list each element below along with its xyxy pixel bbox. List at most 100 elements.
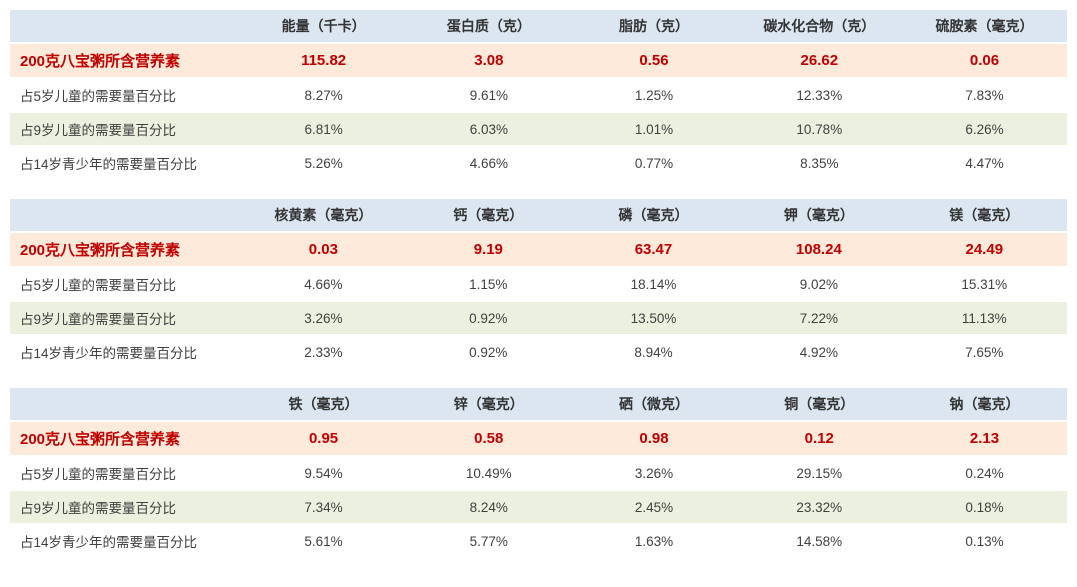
column-header: 核黄素（毫克） (241, 199, 406, 232)
column-header: 镁（毫克） (902, 199, 1067, 232)
cell-value: 8.27% (241, 78, 406, 112)
row-label: 占9岁儿童的需要量百分比 (10, 112, 241, 146)
cell-value: 3.08 (406, 43, 571, 78)
percent-row-14yr: 占14岁青少年的需要量百分比 5.26% 4.66% 0.77% 8.35% 4… (10, 146, 1067, 180)
main-value-row: 200克八宝粥所含营养素 0.95 0.58 0.98 0.12 2.13 (10, 421, 1067, 456)
percent-row-14yr: 占14岁青少年的需要量百分比 5.61% 5.77% 1.63% 14.58% … (10, 524, 1067, 558)
main-value-row: 200克八宝粥所含营养素 115.82 3.08 0.56 26.62 0.06 (10, 43, 1067, 78)
header-blank (10, 10, 241, 43)
cell-value: 15.31% (902, 267, 1067, 301)
column-header: 碳水化合物（克） (737, 10, 902, 43)
cell-value: 0.92% (406, 301, 571, 335)
column-header: 铁（毫克） (241, 388, 406, 421)
row-label: 占5岁儿童的需要量百分比 (10, 267, 241, 301)
row-label: 占9岁儿童的需要量百分比 (10, 301, 241, 335)
row-label: 占5岁儿童的需要量百分比 (10, 456, 241, 490)
cell-value: 6.26% (902, 112, 1067, 146)
cell-value: 63.47 (571, 232, 736, 267)
cell-value: 0.56 (571, 43, 736, 78)
nutrition-table-2: 核黄素（毫克） 钙（毫克） 磷（毫克） 钾（毫克） 镁（毫克） 200克八宝粥所… (10, 199, 1067, 370)
cell-value: 1.15% (406, 267, 571, 301)
column-header: 钙（毫克） (406, 199, 571, 232)
cell-value: 1.63% (572, 524, 737, 558)
cell-value: 2.13 (902, 421, 1067, 456)
cell-value: 3.26% (572, 456, 737, 490)
cell-value: 0.92% (406, 335, 571, 369)
nutrition-table-1: 能量（千卡） 蛋白质（克） 脂肪（克） 碳水化合物（克） 硫胺素（毫克） 200… (10, 10, 1067, 181)
cell-value: 6.03% (406, 112, 571, 146)
percent-row-14yr: 占14岁青少年的需要量百分比 2.33% 0.92% 8.94% 4.92% 7… (10, 335, 1067, 369)
cell-value: 2.33% (241, 335, 406, 369)
column-header: 能量（千卡） (241, 10, 406, 43)
row-label: 占14岁青少年的需要量百分比 (10, 146, 241, 180)
cell-value: 5.26% (241, 146, 406, 180)
cell-value: 5.61% (241, 524, 406, 558)
cell-value: 8.24% (406, 490, 571, 524)
nutrition-table-3: 铁（毫克） 锌（毫克） 硒（微克） 铜（毫克） 钠（毫克） 200克八宝粥所含营… (10, 388, 1067, 559)
cell-value: 0.06 (902, 43, 1067, 78)
row-label: 占14岁青少年的需要量百分比 (10, 524, 241, 558)
cell-value: 14.58% (736, 524, 901, 558)
row-label: 占5岁儿童的需要量百分比 (10, 78, 241, 112)
cell-value: 0.24% (902, 456, 1067, 490)
header-blank (10, 388, 241, 421)
cell-value: 4.47% (902, 146, 1067, 180)
cell-value: 24.49 (902, 232, 1067, 267)
column-header: 锌（毫克） (406, 388, 571, 421)
cell-value: 4.66% (241, 267, 406, 301)
table-header-row: 核黄素（毫克） 钙（毫克） 磷（毫克） 钾（毫克） 镁（毫克） (10, 199, 1067, 232)
cell-value: 12.33% (737, 78, 902, 112)
cell-value: 26.62 (737, 43, 902, 78)
cell-value: 9.54% (241, 456, 406, 490)
cell-value: 0.03 (241, 232, 406, 267)
cell-value: 7.83% (902, 78, 1067, 112)
cell-value: 11.13% (902, 301, 1067, 335)
cell-value: 0.13% (902, 524, 1067, 558)
cell-value: 7.34% (241, 490, 406, 524)
cell-value: 115.82 (241, 43, 406, 78)
main-value-row: 200克八宝粥所含营养素 0.03 9.19 63.47 108.24 24.4… (10, 232, 1067, 267)
cell-value: 10.49% (406, 456, 571, 490)
cell-value: 3.26% (241, 301, 406, 335)
cell-value: 8.35% (737, 146, 902, 180)
cell-value: 0.12 (736, 421, 901, 456)
column-header: 脂肪（克） (571, 10, 736, 43)
cell-value: 9.19 (406, 232, 571, 267)
row-label: 200克八宝粥所含营养素 (10, 232, 241, 267)
column-header: 蛋白质（克） (406, 10, 571, 43)
percent-row-5yr: 占5岁儿童的需要量百分比 8.27% 9.61% 1.25% 12.33% 7.… (10, 78, 1067, 112)
cell-value: 0.58 (406, 421, 571, 456)
cell-value: 7.65% (902, 335, 1067, 369)
column-header: 钠（毫克） (902, 388, 1067, 421)
cell-value: 1.25% (571, 78, 736, 112)
row-label: 占14岁青少年的需要量百分比 (10, 335, 241, 369)
header-blank (10, 199, 241, 232)
percent-row-9yr: 占9岁儿童的需要量百分比 3.26% 0.92% 13.50% 7.22% 11… (10, 301, 1067, 335)
cell-value: 18.14% (571, 267, 736, 301)
cell-value: 7.22% (736, 301, 901, 335)
cell-value: 13.50% (571, 301, 736, 335)
percent-row-9yr: 占9岁儿童的需要量百分比 6.81% 6.03% 1.01% 10.78% 6.… (10, 112, 1067, 146)
cell-value: 23.32% (736, 490, 901, 524)
row-label: 占9岁儿童的需要量百分比 (10, 490, 241, 524)
column-header: 钾（毫克） (736, 199, 901, 232)
table-header-row: 能量（千卡） 蛋白质（克） 脂肪（克） 碳水化合物（克） 硫胺素（毫克） (10, 10, 1067, 43)
cell-value: 9.61% (406, 78, 571, 112)
table-header-row: 铁（毫克） 锌（毫克） 硒（微克） 铜（毫克） 钠（毫克） (10, 388, 1067, 421)
percent-row-9yr: 占9岁儿童的需要量百分比 7.34% 8.24% 2.45% 23.32% 0.… (10, 490, 1067, 524)
cell-value: 2.45% (572, 490, 737, 524)
cell-value: 108.24 (736, 232, 901, 267)
column-header: 铜（毫克） (736, 388, 901, 421)
row-label: 200克八宝粥所含营养素 (10, 421, 241, 456)
cell-value: 6.81% (241, 112, 406, 146)
cell-value: 4.66% (406, 146, 571, 180)
percent-row-5yr: 占5岁儿童的需要量百分比 9.54% 10.49% 3.26% 29.15% 0… (10, 456, 1067, 490)
cell-value: 10.78% (737, 112, 902, 146)
cell-value: 0.18% (902, 490, 1067, 524)
cell-value: 0.98 (572, 421, 737, 456)
column-header: 硒（微克） (572, 388, 737, 421)
column-header: 硫胺素（毫克） (902, 10, 1067, 43)
percent-row-5yr: 占5岁儿童的需要量百分比 4.66% 1.15% 18.14% 9.02% 15… (10, 267, 1067, 301)
cell-value: 9.02% (736, 267, 901, 301)
cell-value: 1.01% (571, 112, 736, 146)
